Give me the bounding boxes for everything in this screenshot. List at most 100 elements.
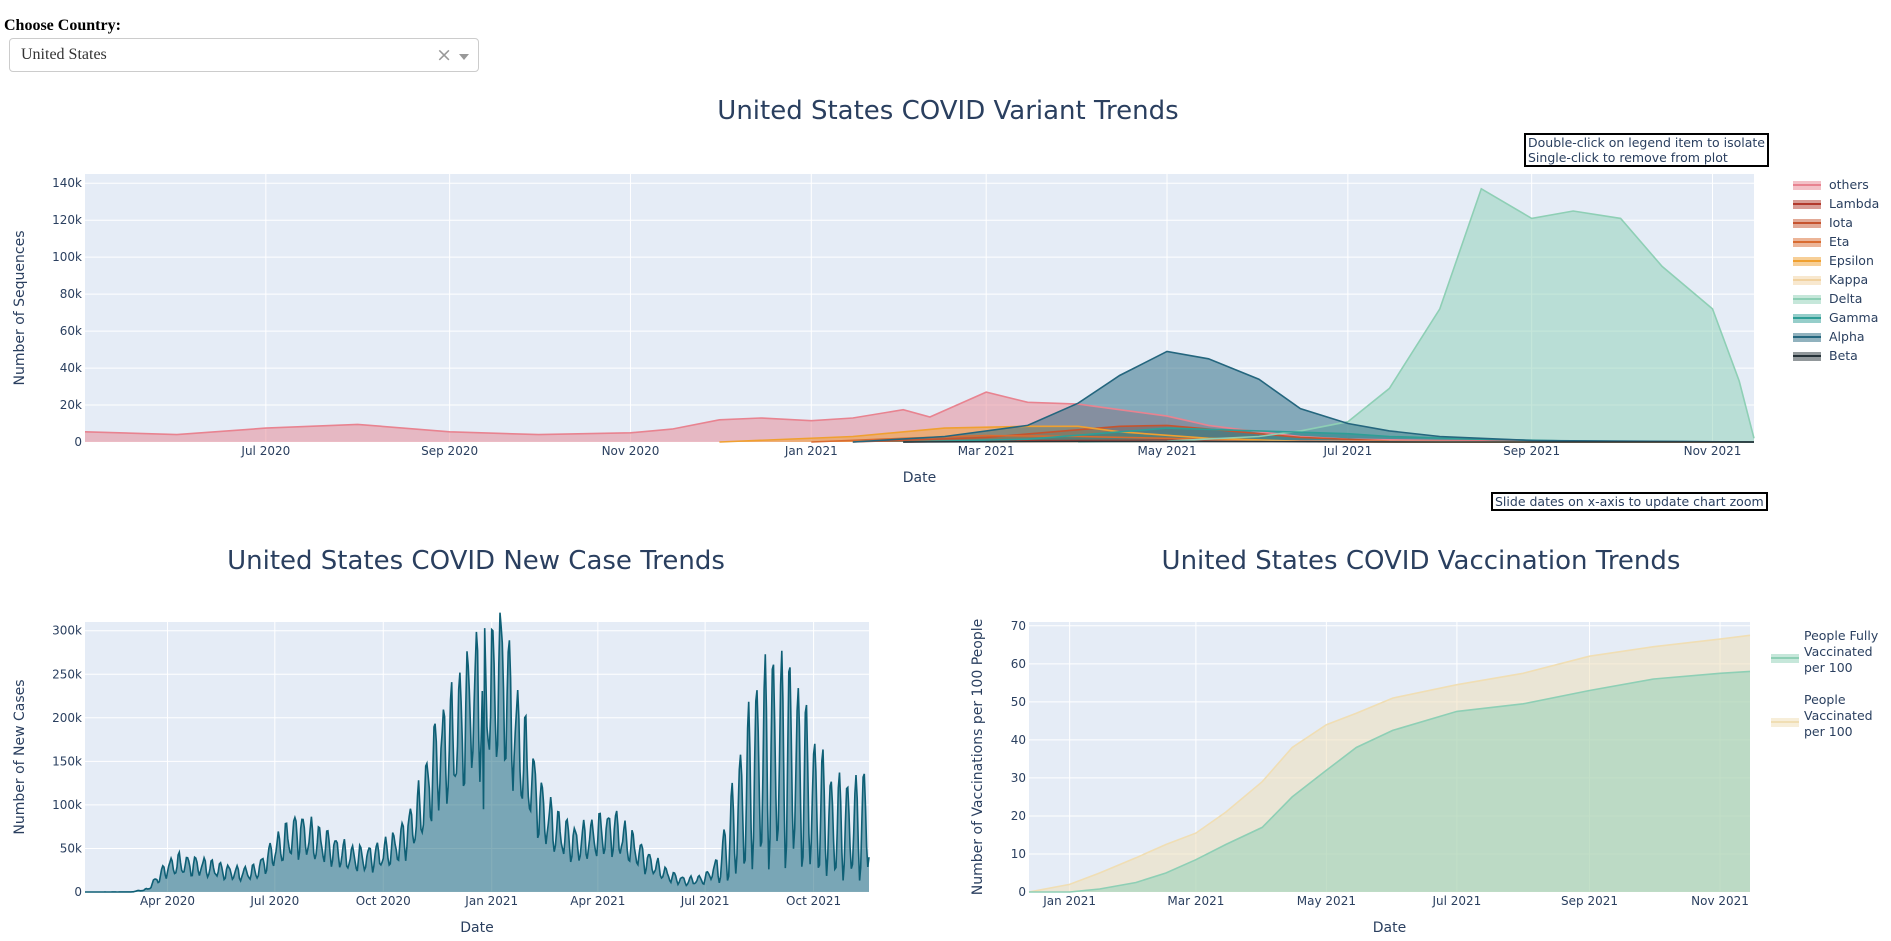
legend-hint-note: Double-click on legend item to isolate S… xyxy=(1524,133,1769,167)
legend-item-eta[interactable]: Eta xyxy=(1793,234,1849,249)
variant-x-tick-label: May 2021 xyxy=(1137,444,1196,458)
variant-x-tick-label: Jan 2021 xyxy=(784,444,838,458)
variant-y-tick-label: 0 xyxy=(74,435,82,449)
legend-item-epsilon[interactable]: Epsilon xyxy=(1793,253,1874,268)
legend-label-lambda: Lambda xyxy=(1829,196,1879,211)
variant-y-tick-label: 20k xyxy=(60,398,82,412)
country-label: Choose Country: xyxy=(4,17,121,34)
vacc-area-people-fully-vaccinated-per-100 xyxy=(1029,671,1750,892)
cases-x-tick-label: Jul 2020 xyxy=(249,894,299,908)
legend-label-beta: Beta xyxy=(1829,348,1858,363)
legend-item-alpha[interactable]: Alpha xyxy=(1793,329,1865,344)
cases-x-tick-label: Apr 2021 xyxy=(570,894,625,908)
vacc-y-tick-label: 60 xyxy=(1011,657,1026,671)
legend-label-people-vaccinated-per-100: People xyxy=(1804,692,1846,707)
variant-x-tick-label: Nov 2021 xyxy=(1684,444,1742,458)
vacc-y-tick-label: 30 xyxy=(1011,771,1026,785)
vacc-y-tick-label: 50 xyxy=(1011,695,1026,709)
legend-item-others[interactable]: others xyxy=(1793,177,1869,192)
variant-y-tick-label: 60k xyxy=(60,324,82,338)
variant-y-tick-label: 120k xyxy=(52,213,82,227)
vacc-x-tick-label: May 2021 xyxy=(1297,894,1356,908)
legend-label-people-fully-vaccinated-per-100: People Fully xyxy=(1804,628,1879,643)
variant-y-tick-label: 80k xyxy=(60,287,82,301)
cases-line xyxy=(85,612,870,893)
country-dropdown-value: United States xyxy=(21,46,107,63)
cases-y-tick-label: 50k xyxy=(60,841,82,855)
vacc-y-tick-label: 0 xyxy=(1018,885,1026,899)
legend-item-kappa[interactable]: Kappa xyxy=(1793,272,1868,287)
vacc-y-tick-label: 20 xyxy=(1011,809,1026,823)
series-area-alpha xyxy=(852,351,1754,442)
variant-y-tick-label: 100k xyxy=(52,250,82,264)
legend-label-people-vaccinated-per-100: per 100 xyxy=(1804,724,1853,739)
series-line-delta xyxy=(1078,187,1755,443)
legend-item-iota[interactable]: Iota xyxy=(1793,215,1853,230)
legend-label-alpha: Alpha xyxy=(1829,329,1865,344)
legend-item-gamma[interactable]: Gamma xyxy=(1793,310,1878,325)
vacc-x-tick-label: Mar 2021 xyxy=(1167,894,1224,908)
vacc-line-people-fully-vaccinated-per-100 xyxy=(1029,670,1751,893)
cases-x-tick-label: Apr 2020 xyxy=(140,894,195,908)
variant-x-tick-label: Mar 2021 xyxy=(958,444,1015,458)
vacc-x-tick-label: Jan 2021 xyxy=(1042,894,1096,908)
vacc-x-tick-label: Sep 2021 xyxy=(1561,894,1618,908)
vacc-chart: Jan 2021 Mar 2021 May 2021 Jul 2021 Sep 2021… xyxy=(970,619,1751,936)
variant-x-tick-label: Sep 2020 xyxy=(421,444,478,458)
cases-y-tick-label: 150k xyxy=(52,754,82,768)
legend-hint-line-1: Double-click on legend item to isolate xyxy=(1528,135,1765,150)
cases-y-tick-label: 300k xyxy=(52,624,82,638)
legend-label-gamma: Gamma xyxy=(1829,310,1878,325)
vacc-y-tick-label: 70 xyxy=(1011,619,1026,633)
cases-y-tick-label: 200k xyxy=(52,711,82,725)
series-line-others xyxy=(84,391,1755,443)
legend-item-delta[interactable]: Delta xyxy=(1793,291,1862,306)
vacc-x-tick-label: Nov 2021 xyxy=(1691,894,1749,908)
cases-x-tick-label: Jul 2021 xyxy=(680,894,730,908)
legend-hint-line-2: Single-click to remove from plot xyxy=(1528,150,1728,165)
zoom-hint-note: Slide dates on x-axis to update chart zo… xyxy=(1491,492,1768,511)
variant-chart: Jul 2020 Sep 2020 Nov 2020 Jan 2021 Mar 2021… xyxy=(12,174,1755,486)
series-line-alpha xyxy=(852,350,1755,443)
vacc-y-tick-label: 40 xyxy=(1011,733,1026,747)
close-icon[interactable]: × xyxy=(436,44,452,66)
country-dropdown[interactable]: United States × xyxy=(9,38,479,72)
cases-x-tick-label: Oct 2021 xyxy=(786,894,841,908)
series-area-delta xyxy=(1078,188,1754,442)
variant-y-tick-label: 40k xyxy=(60,361,82,375)
legend-label-eta: Eta xyxy=(1829,234,1849,249)
variant-x-tick-label: Nov 2020 xyxy=(602,444,660,458)
cases-x-tick-label: Jan 2021 xyxy=(464,894,518,908)
legend-label-kappa: Kappa xyxy=(1829,272,1868,287)
chevron-down-icon[interactable] xyxy=(459,54,469,60)
legend-label-people-vaccinated-per-100: Vaccinated xyxy=(1804,708,1873,723)
legend-label-delta: Delta xyxy=(1829,291,1862,306)
legend-item-beta[interactable]: Beta xyxy=(1793,348,1858,363)
variant-y-axis-title: Number of Sequences xyxy=(12,231,28,386)
cases-y-tick-label: 100k xyxy=(52,798,82,812)
vacc-x-axis-title: Date xyxy=(1373,920,1406,936)
cases-area xyxy=(85,612,869,892)
variant-x-tick-label: Jul 2020 xyxy=(240,444,290,458)
legend-item-lambda[interactable]: Lambda xyxy=(1793,196,1879,211)
series-line-beta xyxy=(903,440,1754,443)
vacc-y-axis-title: Number of Vaccinations per 100 People xyxy=(970,619,986,895)
cases-y-tick-label: 0 xyxy=(74,885,82,899)
legend-label-people-fully-vaccinated-per-100: Vaccinated xyxy=(1804,644,1873,659)
legend-label-people-fully-vaccinated-per-100: per 100 xyxy=(1804,660,1853,675)
variant-y-tick-label: 140k xyxy=(52,176,82,190)
variant-chart-title: United States COVID Variant Trends xyxy=(717,96,1179,126)
series-area-others xyxy=(85,392,1754,442)
variant-legend: others Lambda Iota Eta Epsilon Kappa Delta Gamm… xyxy=(1793,177,1879,363)
cases-x-tick-label: Oct 2020 xyxy=(356,894,411,908)
cases-y-axis-title: Number of New Cases xyxy=(12,679,28,834)
case-chart-title: United States COVID New Case Trends xyxy=(227,546,725,576)
vacc-x-tick-label: Jul 2021 xyxy=(1431,894,1481,908)
variant-x-tick-label: Jul 2021 xyxy=(1322,444,1372,458)
legend-label-iota: Iota xyxy=(1829,215,1853,230)
cases-chart: Apr 2020 Jul 2020 Oct 2020 Jan 2021 Apr 2021… xyxy=(12,612,870,936)
vaccination-chart-title: United States COVID Vaccination Trends xyxy=(1161,546,1681,576)
